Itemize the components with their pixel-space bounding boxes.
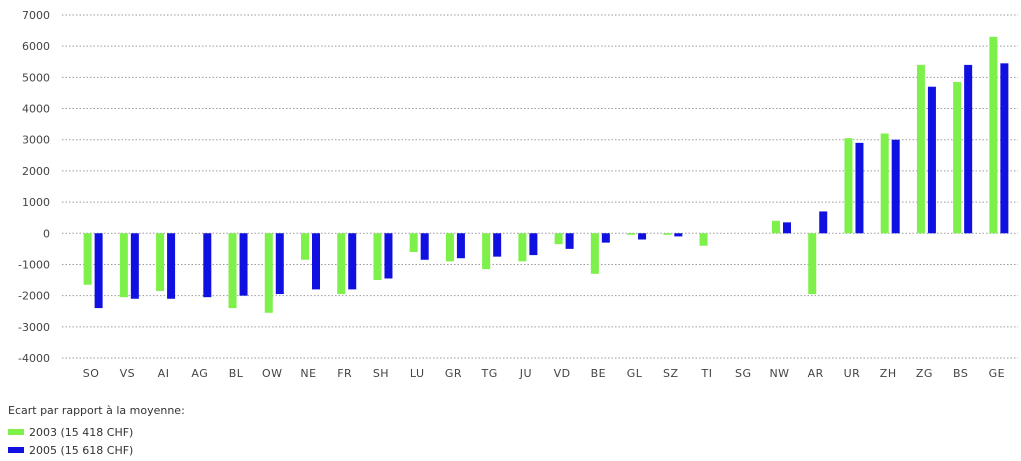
bar-GE-2003 [989,36,998,234]
y-tick-label: 7000 [22,9,50,22]
x-tick-label: AR [808,367,824,380]
y-tick-label: -3000 [18,321,50,334]
bar-GL-2003 [627,233,636,235]
bar-BE-2005 [601,233,610,243]
bar-NW-2005 [783,222,791,234]
bar-AR-2005 [819,211,828,234]
bar-LU-2003 [409,233,418,252]
bar-ZH-2003 [880,133,889,234]
x-tick-label: FR [337,367,352,380]
bar-LU-2005 [420,233,429,260]
bar-chart: 7000 6000 5000 4000 3000 2000 1000 0 -1000 -2000 -… [18,9,1018,380]
bar-FR-2005 [348,233,357,290]
bar-VD-2003 [554,233,563,245]
x-tick-label: GR [445,367,462,380]
x-tick-label: SZ [663,367,679,380]
bar-NE-2005 [312,233,320,290]
x-tick-label: BE [591,367,607,380]
bar-SH-2005 [384,233,393,279]
bar-SZ-2005 [674,233,683,237]
bars [83,36,1009,313]
y-tick-label: 3000 [22,134,50,147]
x-axis-labels: SO VS AI AG BL OW NE FR SH LU GR TG JU VD BE GL SZ TI SG NW… [83,367,1005,380]
bar-UR-2003 [844,138,853,234]
y-tick-label: 2000 [22,165,50,178]
x-tick-label: NE [300,367,316,380]
bar-ZH-2005 [891,139,900,234]
x-tick-label: VS [120,367,136,380]
bar-GR-2003 [445,233,454,262]
bar-AI-2003 [156,233,165,291]
x-tick-label: OW [262,367,283,380]
bar-TG-2003 [482,233,491,270]
x-tick-label: AI [158,367,170,380]
x-tick-label: LU [410,367,425,380]
x-tick-label: BS [953,367,968,380]
bar-SZ-2003 [663,233,672,235]
bar-FR-2003 [337,233,346,295]
bar-AR-2003 [808,233,817,295]
x-tick-label: ZG [916,367,933,380]
bar-SO-2005 [94,233,103,309]
x-tick-label: TG [481,367,498,380]
legend-title: Ecart par rapport à la moyenne: [8,404,185,417]
legend-item-2005: 2005 (15 618 CHF) [8,442,185,458]
y-tick-label: 6000 [22,40,50,53]
x-tick-label: GE [989,367,1005,380]
bar-GL-2005 [638,233,647,240]
legend-swatch-2003 [8,429,24,435]
y-tick-label: 1000 [22,196,50,209]
y-tick-label: 5000 [22,71,50,84]
legend-label-2003: 2003 (15 418 CHF) [29,425,134,439]
bar-GR-2005 [456,233,465,259]
y-axis-ticks: 7000 6000 5000 4000 3000 2000 1000 0 -1000 -2000 -… [18,9,50,365]
bar-BL-2003 [228,233,237,309]
bar-VD-2005 [565,233,574,249]
gridlines [62,14,1018,359]
y-tick-label: -4000 [18,352,50,365]
bar-NE-2003 [301,233,309,260]
bar-SH-2003 [373,233,382,281]
x-tick-label: JU [519,367,532,380]
bar-OW-2005 [275,233,284,295]
x-tick-label: SH [373,367,389,380]
bar-BL-2005 [239,233,248,296]
legend-swatch-2005 [8,447,24,453]
bar-GE-2005 [1000,63,1009,234]
x-tick-label: NW [769,367,789,380]
legend-label-2005: 2005 (15 618 CHF) [29,443,134,457]
x-tick-label: GL [627,367,643,380]
y-tick-label: -1000 [18,258,50,271]
legend: Ecart par rapport à la moyenne: 2003 (15… [8,404,185,458]
bar-VS-2003 [119,233,128,298]
bar-AG-2005 [203,233,212,298]
x-tick-label: UR [844,367,861,380]
x-tick-label: BL [229,367,244,380]
legend-item-2003: 2003 (15 418 CHF) [8,424,185,440]
bar-JU-2005 [529,233,538,256]
bar-ZG-2005 [927,86,936,234]
bar-JU-2003 [518,233,527,262]
bar-TG-2005 [493,233,502,257]
bar-AI-2005 [167,233,176,299]
x-tick-label: SG [735,367,752,380]
y-tick-label: 4000 [22,103,50,116]
x-tick-label: SO [83,367,100,380]
x-tick-label: AG [191,367,208,380]
y-tick-label: 0 [43,227,50,240]
bar-UR-2005 [855,142,864,234]
bar-NW-2003 [772,220,780,234]
bar-SO-2003 [83,233,92,285]
x-tick-label: ZH [880,367,897,380]
y-tick-label: -2000 [18,290,50,303]
bar-BS-2005 [964,64,973,234]
bar-TI-2003 [699,233,708,246]
bar-BE-2003 [590,233,599,274]
x-tick-label: VD [554,367,571,380]
bar-ZG-2003 [916,64,925,234]
bar-BS-2003 [953,82,962,234]
bar-VS-2005 [130,233,139,299]
bar-OW-2003 [264,233,273,313]
x-tick-label: TI [701,367,713,380]
